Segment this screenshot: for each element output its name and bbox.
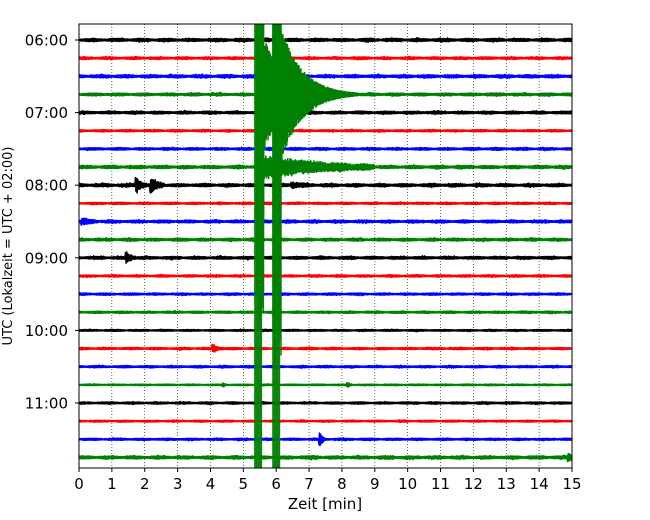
- y-axis-label: UTC (Lokalzeit = UTC + 02:00): [1, 147, 16, 346]
- trace-07:30: [79, 146, 572, 152]
- x-axis-label: Zeit [min]: [288, 495, 362, 513]
- x-tick-label-5: 5: [239, 475, 249, 493]
- x-tick-label-6: 6: [271, 475, 281, 493]
- quake-layer: [253, 24, 360, 468]
- x-tick-label-14: 14: [530, 475, 549, 493]
- quake-arrival-P: [254, 24, 263, 468]
- trace-07:15: [79, 128, 572, 134]
- x-tick-label-2: 2: [140, 475, 150, 493]
- trace-11:15: [79, 419, 572, 424]
- trace-10:15: [79, 343, 572, 353]
- trace-11:45: [79, 452, 572, 463]
- trace-09:45: [79, 310, 572, 315]
- trace-08:30: [79, 217, 572, 226]
- x-tick-label-7: 7: [304, 475, 314, 493]
- grid-lines: [111, 24, 540, 468]
- y-tick-label-06:00: 06:00: [25, 32, 68, 50]
- x-tick-label-9: 9: [370, 475, 380, 493]
- x-tick-label-3: 3: [173, 475, 183, 493]
- trace-08:15: [79, 201, 572, 206]
- trace-10:00: [79, 328, 572, 333]
- trace-09:15: [79, 273, 572, 279]
- traces-layer: [79, 36, 572, 463]
- trace-10:45: [79, 381, 572, 388]
- trace-06:15: [79, 55, 572, 61]
- x-tick-label-13: 13: [497, 475, 516, 493]
- x-tick-label-8: 8: [337, 475, 347, 493]
- x-tick-label-4: 4: [206, 475, 216, 493]
- trace-06:30: [79, 73, 572, 80]
- trace-08:00: [79, 176, 572, 194]
- quake-trace: [253, 24, 360, 367]
- trace-11:30: [79, 432, 572, 447]
- quake-arrival-S: [272, 24, 281, 468]
- x-tick-label-15: 15: [562, 475, 581, 493]
- x-tick-label-12: 12: [464, 475, 483, 493]
- y-tick-label-10:00: 10:00: [25, 322, 68, 340]
- trace-08:45: [79, 236, 572, 243]
- trace-09:30: [79, 291, 572, 297]
- x-tick-label-0: 0: [74, 475, 84, 493]
- y-tick-label-08:00: 08:00: [25, 177, 68, 195]
- trace-07:45: [79, 152, 572, 182]
- trace-07:00: [79, 109, 572, 116]
- trace-09:00: [79, 251, 572, 264]
- x-tick-label-1: 1: [107, 475, 117, 493]
- plot-frame: [78, 23, 573, 469]
- trace-10:30: [79, 364, 572, 369]
- trace-06:00: [79, 36, 572, 43]
- y-tick-label-09:00: 09:00: [25, 249, 68, 267]
- x-axis-ticks: 0 1 2 3 4 5 6 7 8 9 10 11 12 13 14 15: [74, 468, 582, 493]
- trace-11:00: [79, 400, 572, 406]
- y-tick-label-07:00: 07:00: [25, 104, 68, 122]
- x-tick-label-11: 11: [431, 475, 450, 493]
- y-tick-label-11:00: 11:00: [25, 395, 68, 413]
- x-tick-label-10: 10: [398, 475, 417, 493]
- y-axis-ticks: 06:00 07:00 08:00 09:00 10:00 11:00: [25, 32, 79, 413]
